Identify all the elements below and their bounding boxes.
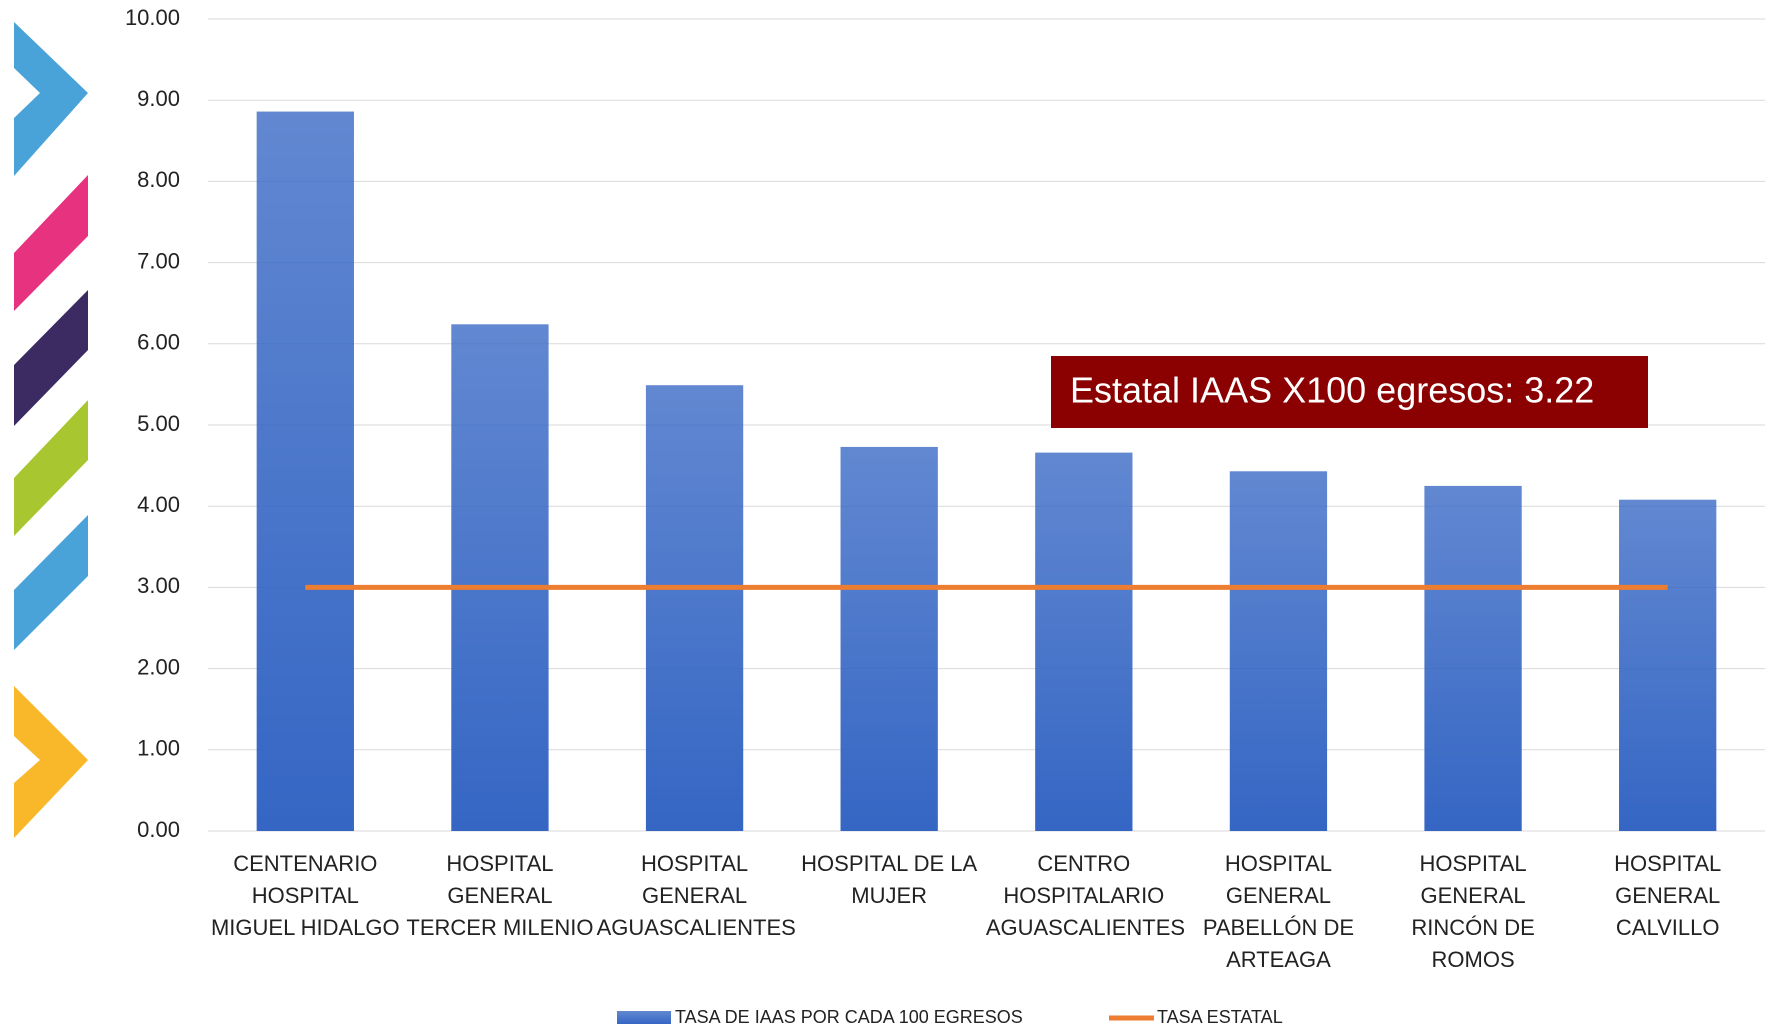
bar xyxy=(645,385,744,831)
y-tick-label: 3.00 xyxy=(137,573,180,598)
bar xyxy=(256,111,354,832)
y-tick-label: 7.00 xyxy=(137,248,180,273)
legend-swatch xyxy=(617,1011,671,1024)
bar xyxy=(451,324,549,831)
bar xyxy=(1229,471,1328,831)
bar xyxy=(1619,499,1717,831)
y-tick-label: 10.00 xyxy=(125,5,180,30)
y-tick-label: 9.00 xyxy=(137,86,180,111)
x-tick-label: HOSPITAL DE LA MUJER xyxy=(801,851,978,908)
x-tick-label: HOSPITAL GENERAL AGUASCALIENTES xyxy=(596,851,796,940)
x-tick-label: CENTRO HOSPITALARIO AGUASCALIENTES xyxy=(985,851,1186,940)
y-tick-label: 8.00 xyxy=(137,167,180,192)
annotation: Estatal IAAS X100 egresos: 3.22 xyxy=(1070,370,1594,411)
x-tick-label: CENTENARIO HOSPITAL MIGUEL HIDALGO xyxy=(210,851,400,940)
x-tick-label: HOSPITAL GENERAL PABELLÓN DE ARTEAGA xyxy=(1202,851,1355,972)
y-tick-label: 2.00 xyxy=(137,654,180,679)
bar xyxy=(840,446,938,831)
y-tick-label: 5.00 xyxy=(137,411,180,436)
y-tick-label: 6.00 xyxy=(137,330,180,355)
legend-label: TASA DE IAAS POR CADA 100 EGRESOS xyxy=(675,1007,1023,1027)
x-tick-label: HOSPITAL GENERAL CALVILLO xyxy=(1614,851,1722,940)
x-tick-label: HOSPITAL GENERAL TERCER MILENIO xyxy=(406,851,594,940)
x-tick-label: HOSPITAL GENERAL RINCÓN DE ROMOS xyxy=(1411,851,1535,972)
y-tick-label: 0.00 xyxy=(137,817,180,842)
annotation-box xyxy=(1051,356,1648,428)
legend-label: TASA ESTATAL xyxy=(1157,1007,1283,1027)
y-tick-label: 1.00 xyxy=(137,736,180,761)
y-tick-label: 4.00 xyxy=(137,492,180,517)
bar xyxy=(1424,485,1522,831)
bar xyxy=(1035,452,1133,831)
decoration xyxy=(14,22,88,838)
